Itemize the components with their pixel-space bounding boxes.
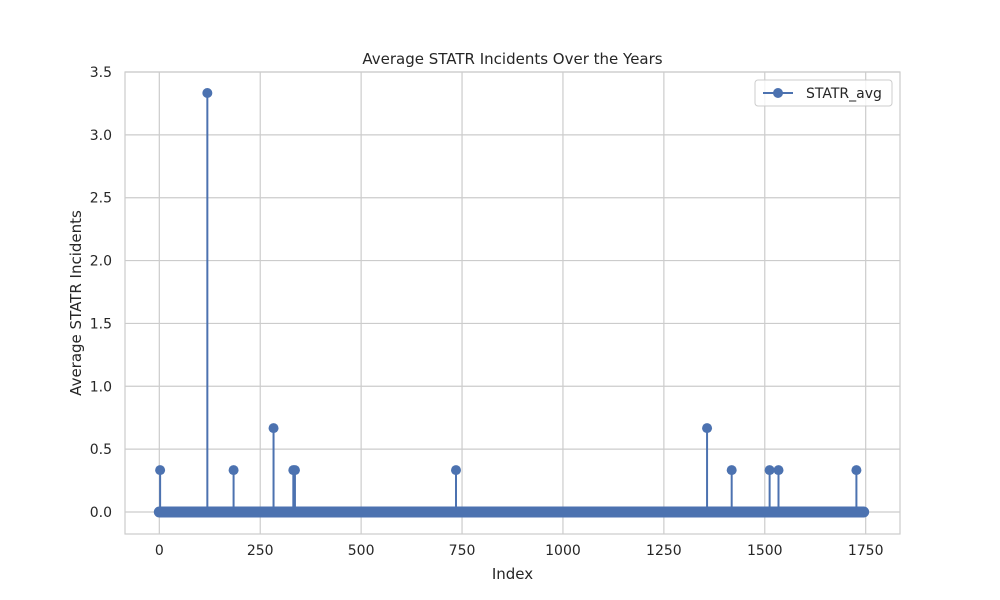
series-statr-avg (153, 87, 870, 518)
data-point (702, 423, 713, 434)
y-tick-label: 2.0 (90, 254, 112, 270)
data-point (773, 465, 784, 476)
y-tick-label: 1.5 (90, 316, 112, 332)
x-tick-label: 750 (449, 543, 476, 559)
y-tick-label: 3.0 (90, 128, 112, 144)
legend-label: STATR_avg (806, 86, 882, 102)
y-tick-label: 0.0 (90, 505, 112, 521)
legend-box (754, 79, 893, 107)
chart-title: Average STATR Incidents Over the Years (362, 50, 662, 68)
data-point (228, 465, 239, 476)
data-point (202, 87, 213, 98)
y-tick-label: 2.5 (90, 191, 112, 207)
x-axis-label: Index (492, 565, 533, 583)
x-tick-label: 500 (348, 543, 375, 559)
x-tick-label: 1250 (646, 543, 682, 559)
data-point (764, 465, 775, 476)
tick-labels: 0 250 500 750 1000 1250 1500 1750 0.0 0.5 1.0 1.5 2.… (90, 65, 884, 559)
grid (125, 71, 900, 534)
y-tick-label: 3.5 (90, 65, 112, 81)
y-tick-label: 1.0 (90, 379, 112, 395)
x-tick-label: 1750 (848, 543, 884, 559)
x-tick-label: 1500 (747, 543, 783, 559)
plot-area (124, 71, 901, 535)
y-axis-label: Average STATR Incidents (67, 210, 85, 396)
data-point (289, 465, 300, 476)
y-tick-label: 0.5 (90, 442, 112, 458)
data-point (726, 465, 737, 476)
data-point (450, 465, 461, 476)
x-tick-label: 0 (155, 543, 164, 559)
legend: STATR_avg (754, 79, 893, 107)
data-point (851, 465, 862, 476)
x-tick-label: 1000 (545, 543, 581, 559)
data-point (268, 423, 279, 434)
x-tick-label: 250 (247, 543, 274, 559)
data-point (155, 465, 166, 476)
legend-circle-marker (773, 88, 783, 98)
